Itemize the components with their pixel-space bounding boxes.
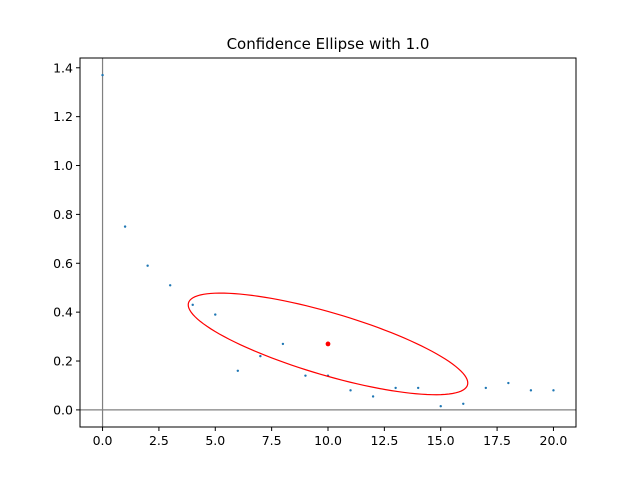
y-tick-label: 0.0 xyxy=(53,402,73,417)
data-point xyxy=(101,73,104,77)
x-tick-label: 10.0 xyxy=(314,433,342,448)
y-tick-label: 0.4 xyxy=(53,305,73,320)
x-tick-label: 2.5 xyxy=(149,433,169,448)
data-point xyxy=(146,264,149,267)
x-tick-label: 5.0 xyxy=(205,433,225,448)
x-tick-label: 12.5 xyxy=(370,433,398,448)
data-point xyxy=(507,381,510,385)
x-tick-label: 17.5 xyxy=(483,433,511,448)
x-tick-label: 20.0 xyxy=(540,433,568,448)
data-point xyxy=(123,225,127,228)
y-tick-label: 0.8 xyxy=(53,207,73,222)
data-point xyxy=(529,389,533,392)
data-point xyxy=(552,389,555,392)
data-point xyxy=(349,389,352,392)
y-tick-label: 0.2 xyxy=(53,354,73,369)
x-tick-label: 7.5 xyxy=(262,433,282,448)
data-point xyxy=(214,313,217,316)
data-point xyxy=(191,303,194,307)
y-tick-label: 1.2 xyxy=(53,109,73,124)
y-tick-label: 1.0 xyxy=(53,158,73,173)
data-point xyxy=(281,342,285,346)
data-point xyxy=(371,395,375,398)
data-point xyxy=(484,386,488,390)
data-point xyxy=(236,369,240,372)
x-tick-label: 15.0 xyxy=(427,433,455,448)
data-point xyxy=(416,386,420,390)
data-point xyxy=(259,354,262,358)
mean-point xyxy=(325,341,331,347)
axes-frame xyxy=(79,57,577,428)
data-point xyxy=(439,405,442,408)
y-tick-label: 0.6 xyxy=(53,256,73,271)
data-point xyxy=(462,402,465,405)
confidence-ellipse xyxy=(187,292,469,396)
chart-title: Confidence Ellipse with 1.0 xyxy=(227,35,430,53)
data-point xyxy=(304,374,307,377)
data-point xyxy=(394,386,397,390)
y-tick-label: 1.4 xyxy=(53,60,73,75)
x-tick-label: 0.0 xyxy=(93,433,113,448)
data-point xyxy=(168,284,172,287)
plot-area: 0.0 2.5 5.0 7.5 10.0 12.5 15.0 17.5 20.0 0.0 0.2 0.… xyxy=(53,57,577,448)
